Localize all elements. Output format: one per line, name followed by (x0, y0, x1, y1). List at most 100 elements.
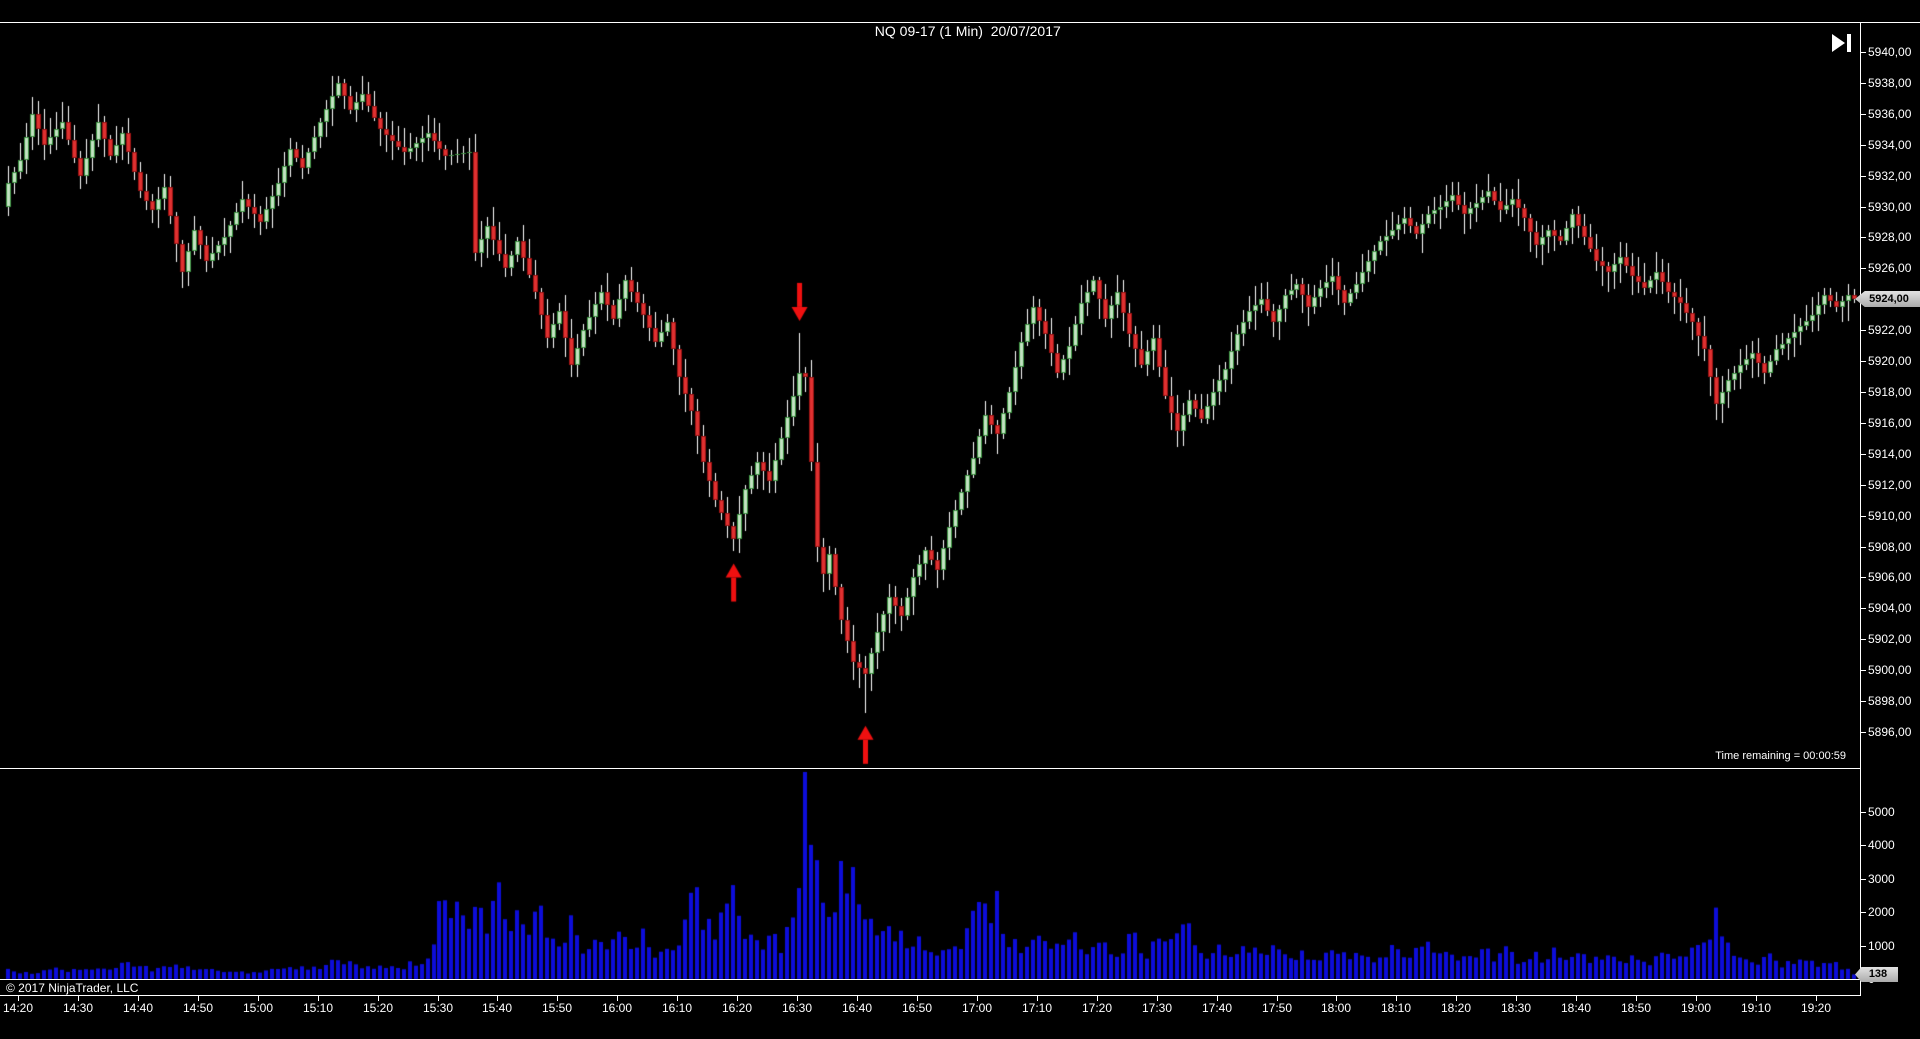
time-axis-label: 16:30 (781, 1001, 813, 1015)
axis-tick (1860, 639, 1866, 640)
axis-tick (1860, 732, 1866, 733)
price-axis-label: 5922,00 (1868, 323, 1912, 337)
axis-tick (1456, 995, 1457, 1001)
volume-axis-label: 3000 (1868, 872, 1895, 886)
volume-axis-label: 1000 (1868, 939, 1895, 953)
axis-tick (1516, 995, 1517, 1001)
axis-tick (1860, 577, 1866, 578)
panel-divider (0, 768, 1861, 769)
time-axis-label: 17:40 (1201, 1001, 1233, 1015)
axis-tick (917, 995, 918, 1001)
axis-tick (677, 995, 678, 1001)
axis-tick (1860, 52, 1866, 53)
time-axis-label: 18:10 (1380, 1001, 1412, 1015)
axis-tick (1696, 995, 1697, 1001)
axis-tick (198, 995, 199, 1001)
axis-tick (1860, 83, 1866, 84)
axis-tick (1860, 330, 1866, 331)
axis-tick (1860, 608, 1866, 609)
price-axis-label: 5918,00 (1868, 385, 1912, 399)
axis-tick (1576, 995, 1577, 1001)
axis-tick (1860, 114, 1866, 115)
time-remaining-label: Time remaining = 00:00:59 (1715, 750, 1846, 762)
time-axis-label: 15:00 (242, 1001, 274, 1015)
time-axis-label: 15:40 (481, 1001, 513, 1015)
price-axis-label: 5928,00 (1868, 230, 1912, 244)
time-axis-label: 14:30 (62, 1001, 94, 1015)
price-axis-label: 5934,00 (1868, 138, 1912, 152)
time-axis-label: 19:10 (1740, 1001, 1772, 1015)
axis-tick (318, 995, 319, 1001)
axis-tick (1037, 995, 1038, 1001)
axis-tick (1277, 995, 1278, 1001)
time-axis-label: 14:20 (2, 1001, 34, 1015)
axis-tick (78, 995, 79, 1001)
axis-tick (1860, 237, 1866, 238)
price-axis-label: 5914,00 (1868, 447, 1912, 461)
time-axis-label: 19:00 (1680, 1001, 1712, 1015)
axis-tick (1157, 995, 1158, 1001)
time-axis-label: 18:50 (1620, 1001, 1652, 1015)
time-axis-label: 18:40 (1560, 1001, 1592, 1015)
axis-tick (1097, 995, 1098, 1001)
time-axis-label: 17:00 (961, 1001, 993, 1015)
axis-tick (1636, 995, 1637, 1001)
time-axis-label: 15:50 (541, 1001, 573, 1015)
time-axis-label: 14:50 (182, 1001, 214, 1015)
axis-tick (857, 995, 858, 1001)
volume-axis-label: 2000 (1868, 905, 1895, 919)
axis-tick (1860, 423, 1866, 424)
axis-tick (1860, 701, 1866, 702)
price-axis-label: 5912,00 (1868, 478, 1912, 492)
price-axis-border (1860, 23, 1861, 996)
axis-tick (138, 995, 139, 1001)
price-axis-label: 5900,00 (1868, 663, 1912, 677)
axis-tick (797, 995, 798, 1001)
axis-tick (497, 995, 498, 1001)
axis-tick (18, 995, 19, 1001)
axis-tick (1860, 485, 1866, 486)
price-axis-label: 5926,00 (1868, 261, 1912, 275)
axis-tick (1860, 145, 1866, 146)
price-axis-label: 5920,00 (1868, 354, 1912, 368)
time-axis-label: 15:30 (422, 1001, 454, 1015)
axis-tick (1816, 995, 1817, 1001)
axis-tick (557, 995, 558, 1001)
axis-tick (1860, 361, 1866, 362)
axis-tick (1336, 995, 1337, 1001)
go-to-end-icon[interactable] (1830, 33, 1854, 53)
time-axis-label: 16:40 (841, 1001, 873, 1015)
volume-baseline (0, 979, 1861, 980)
price-axis-label: 5898,00 (1868, 694, 1912, 708)
axis-tick (1756, 995, 1757, 1001)
axis-tick (438, 995, 439, 1001)
time-axis-label: 19:20 (1800, 1001, 1832, 1015)
price-axis-label: 5904,00 (1868, 601, 1912, 615)
axis-tick (1860, 392, 1866, 393)
time-axis-label: 16:50 (901, 1001, 933, 1015)
axis-tick (378, 995, 379, 1001)
time-axis-label: 17:10 (1021, 1001, 1053, 1015)
price-axis-label: 5930,00 (1868, 200, 1912, 214)
time-axis-label: 16:20 (721, 1001, 753, 1015)
price-axis-label: 5908,00 (1868, 540, 1912, 554)
time-axis-label: 15:20 (362, 1001, 394, 1015)
volume-axis-label: 4000 (1868, 838, 1895, 852)
volume-axis-label: 5000 (1868, 805, 1895, 819)
time-axis-label: 18:30 (1500, 1001, 1532, 1015)
axis-tick (258, 995, 259, 1001)
axis-tick (1860, 516, 1866, 517)
price-axis-label: 5936,00 (1868, 107, 1912, 121)
price-axis-label: 5896,00 (1868, 725, 1912, 739)
axis-tick (1860, 176, 1866, 177)
axis-tick (1860, 207, 1866, 208)
price-axis-label: 5910,00 (1868, 509, 1912, 523)
price-axis-label: 5916,00 (1868, 416, 1912, 430)
axis-tick (1396, 995, 1397, 1001)
axis-tick (977, 995, 978, 1001)
time-axis-label: 16:00 (601, 1001, 633, 1015)
axis-tick (1860, 547, 1866, 548)
copyright-label: © 2017 NinjaTrader, LLC (6, 981, 139, 995)
time-axis-label: 17:50 (1261, 1001, 1293, 1015)
